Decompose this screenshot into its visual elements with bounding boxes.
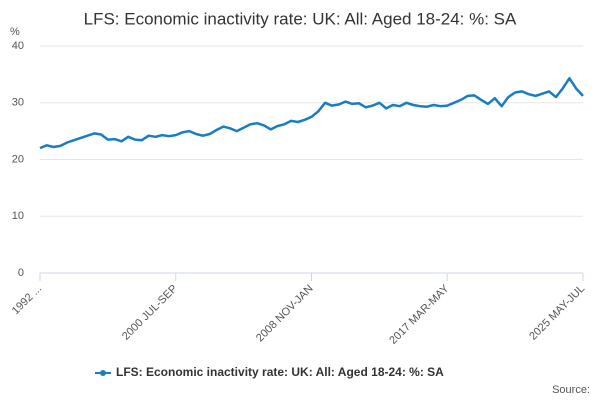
x-tick-label: 1992 ... [10, 283, 44, 317]
y-tick-label: 30 [12, 97, 24, 109]
x-tick-label: 2017 MAR-MAY [387, 282, 452, 347]
source: Source: [552, 384, 590, 396]
x-tick-label: 2025 MAY-JUL [527, 283, 587, 343]
y-tick-label: 20 [12, 153, 24, 165]
legend-label: LFS: Economic inactivity rate: UK: All: … [116, 365, 444, 379]
y-axis-label: % [10, 26, 20, 38]
data-line [39, 77, 584, 150]
legend-marker [100, 370, 106, 376]
chart-title: LFS: Economic inactivity rate: UK: All: … [84, 9, 517, 28]
y-tick-label: 40 [12, 40, 24, 52]
y-tick-label: 0 [18, 267, 24, 279]
x-tick-label: 2008 NOV-JAN [254, 283, 316, 345]
x-tick-label: 2000 JUL-SEP [120, 283, 180, 343]
y-tick-label: 10 [12, 210, 24, 222]
